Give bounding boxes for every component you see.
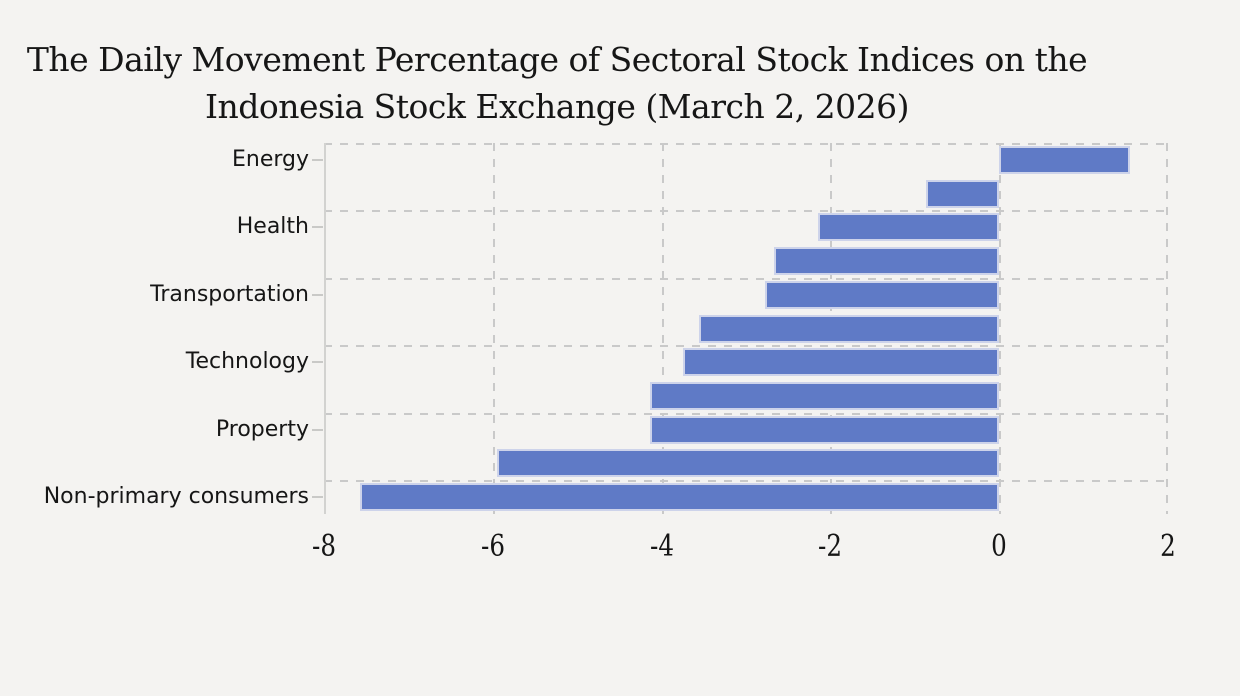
y-axis-tick-label: Energy [231, 146, 309, 172]
bar-health [817, 213, 1000, 242]
bar-technology [682, 348, 1000, 377]
x-axis-tick-label: 2 [1160, 529, 1176, 564]
h-gridline [324, 210, 1168, 213]
h-gridline [324, 277, 1168, 280]
bar-property [649, 415, 1000, 444]
bar-energy [999, 145, 1130, 174]
y-axis-tick-label: Transportation [150, 281, 309, 307]
x-axis-tick-label: 0 [991, 529, 1008, 564]
x-axis-tick-label: -8 [312, 529, 336, 564]
y-tick-mark [312, 293, 323, 296]
v-gridline [999, 143, 1002, 514]
plot-area: Energy Health Transportation Technology Prop… [44, 143, 1176, 564]
y-axis-tick-label: Technology [185, 349, 309, 375]
y-tick-mark [312, 428, 323, 431]
bar-transportation [765, 280, 1000, 309]
bar-bar-3 [773, 247, 1000, 276]
y-axis-tick-label: Non-primary consumers [43, 484, 309, 510]
bar-bar-7 [649, 381, 1000, 410]
v-gridline [1166, 143, 1168, 514]
y-axis-tick-label: Health [236, 214, 309, 240]
bar-bar-1 [925, 179, 1000, 208]
y-axis-tick-label: Property [215, 416, 309, 442]
v-gridline [661, 143, 664, 514]
y-tick-mark [312, 496, 323, 499]
h-gridline [324, 345, 1168, 348]
h-gridline [324, 143, 1168, 145]
y-tick-mark [312, 226, 323, 229]
x-axis-tick-label: -4 [649, 529, 674, 564]
v-gridline [492, 143, 495, 514]
x-axis-tick-label: -2 [818, 529, 843, 564]
chart-title: The Daily Movement Percentage of Sectora… [0, 36, 1114, 130]
chart-title-line1: The Daily Movement Percentage of Sectora… [26, 40, 1088, 79]
x-axis-tick-label: -6 [480, 529, 505, 564]
y-axis-spine [324, 143, 326, 514]
h-gridline [324, 480, 1168, 483]
bar-non-primary-consumers [360, 483, 1000, 512]
y-tick-mark [312, 158, 323, 161]
y-tick-mark [312, 361, 323, 364]
bar-bar-9 [497, 449, 1000, 478]
bar-bar-5 [698, 314, 1000, 343]
h-gridline [324, 412, 1168, 415]
chart-title-line2: Indonesia Stock Exchange (March 2, 2026) [204, 87, 910, 126]
